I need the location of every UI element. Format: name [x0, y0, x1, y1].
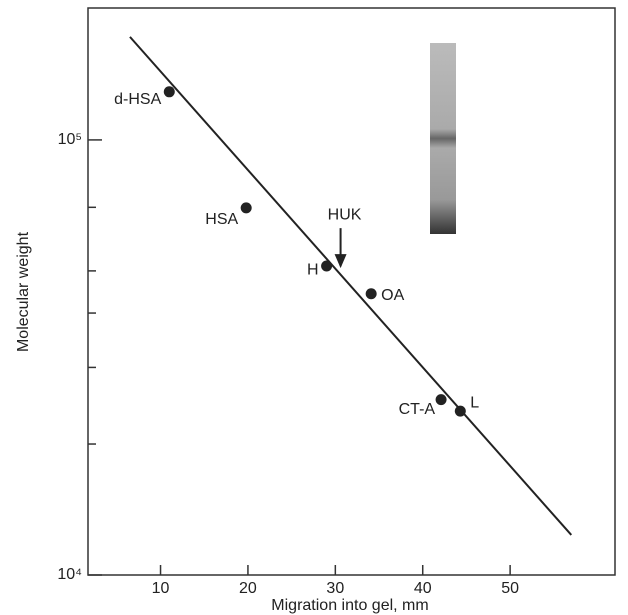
x-tick-label: 20	[239, 580, 257, 597]
x-tick-label: 50	[501, 580, 519, 597]
fit-line	[129, 36, 573, 536]
data-point	[435, 394, 447, 406]
x-axis-title: Migration into gel, mm	[271, 597, 428, 614]
data-point	[240, 202, 252, 214]
data-point	[163, 86, 175, 98]
x-tick-label: 10	[152, 580, 170, 597]
y-tick-label: 10⁴	[57, 566, 82, 583]
annotation-arrowhead	[334, 254, 347, 269]
y-axis-title: Molecular weight	[15, 231, 32, 352]
point-label: HSA	[205, 211, 238, 228]
annotation-label: HUK	[328, 206, 362, 223]
x-tick-label: 30	[326, 580, 344, 597]
plot-frame	[87, 7, 616, 576]
point-label: CT-A	[399, 401, 436, 418]
point-label: d-HSA	[114, 91, 161, 108]
point-label: L	[470, 394, 479, 411]
point-label: H	[307, 261, 319, 278]
gel-inset	[430, 43, 456, 234]
data-point	[321, 260, 333, 272]
y-tick-label: 10⁵	[58, 131, 82, 148]
x-tick-label: 40	[414, 580, 432, 597]
data-point	[365, 288, 377, 300]
point-label: OA	[381, 287, 404, 304]
data-point	[454, 405, 466, 417]
